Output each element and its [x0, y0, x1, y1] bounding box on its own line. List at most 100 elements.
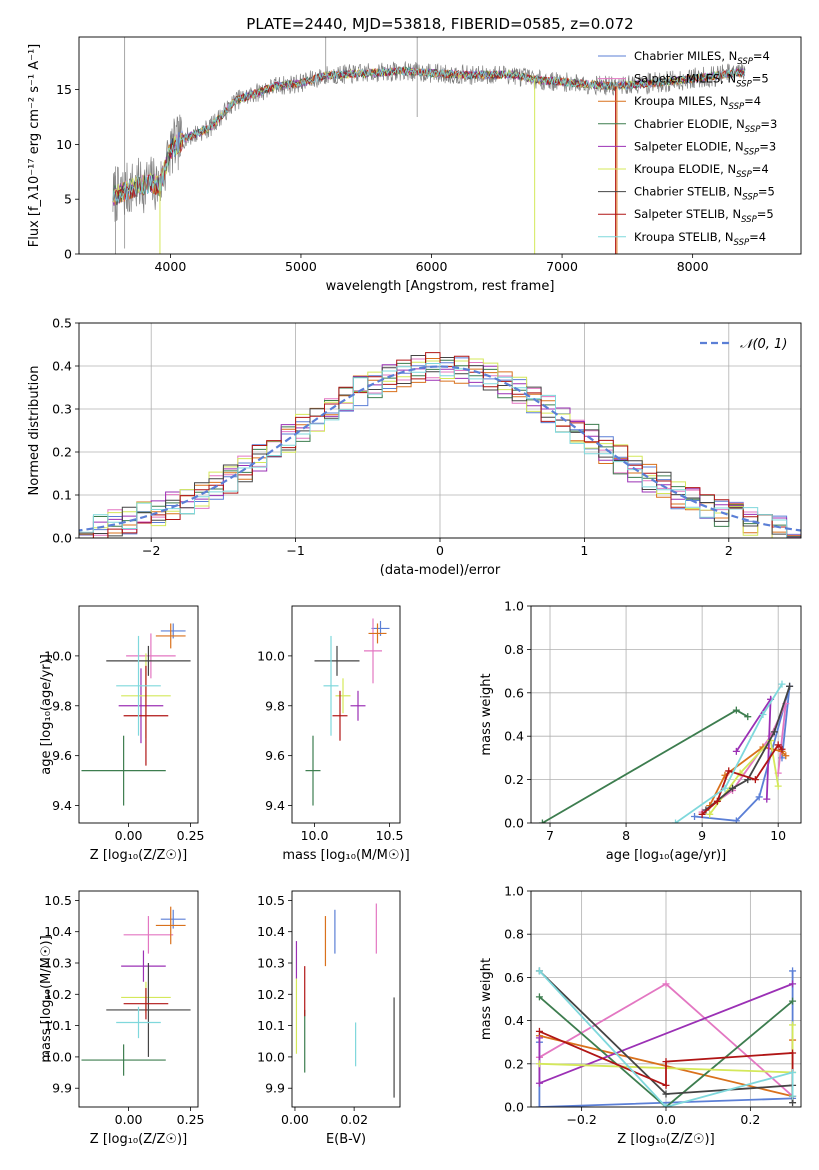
x-axis-label: wavelength [Angstrom, rest frame]	[326, 279, 555, 294]
weight-marker	[662, 1058, 670, 1066]
x-tick-label: 0.02	[340, 1112, 368, 1127]
legend-label: Kroupa MILES, NSSP=4	[634, 94, 761, 112]
x-tick-label: 5000	[285, 259, 317, 274]
histogram-salpeter_stelib	[79, 352, 801, 538]
spectrum-model-kroupa_stelib	[112, 66, 746, 204]
x-tick-label: 0.00	[115, 1112, 143, 1127]
y-tick-label: 10.0	[44, 1049, 72, 1064]
weight-marker	[538, 819, 546, 823]
y-axis-label: mass weight	[479, 958, 494, 1040]
weight-marker	[763, 795, 771, 803]
x-axis-label: Z [log₁₀(Z/Z☉)]	[90, 848, 187, 863]
y-tick-label: 0.0	[504, 1100, 524, 1115]
x-axis-label: mass [log₁₀(M/M☉)]	[282, 848, 409, 863]
y-tick-label: 1.0	[504, 599, 524, 614]
weight-marker	[789, 1092, 797, 1100]
y-tick-label: 10.3	[44, 956, 72, 971]
y-tick-label: 9.6	[52, 748, 72, 763]
weight-marker	[535, 993, 543, 1001]
x-axis-label: (data-model)/error	[380, 563, 501, 578]
x-tick-label: −2	[142, 543, 160, 558]
x-tick-label: 10.5	[376, 828, 404, 843]
y-tick-label: 9.8	[265, 698, 285, 713]
weight-marker	[706, 810, 714, 818]
weight-marker	[782, 752, 790, 760]
weight-marker	[789, 980, 797, 988]
x-tick-label: 7	[546, 828, 554, 843]
y-tick-label: 10.5	[44, 893, 72, 908]
legend-label: Chabrier STELIB, NSSP=5	[634, 185, 775, 203]
x-tick-label: −0.2	[566, 1112, 596, 1127]
y-tick-label: 10.5	[257, 893, 285, 908]
x-tick-label: 7000	[546, 259, 578, 274]
axes-frame	[78, 890, 199, 1108]
figure-title: PLATE=2440, MJD=53818, FIBERID=0585, z=0…	[246, 15, 633, 33]
errorbars	[295, 903, 395, 1098]
weight-marker	[535, 1060, 543, 1068]
x-tick-label: 0	[436, 543, 444, 558]
x-tick-label: 8	[622, 828, 630, 843]
weight-marker	[759, 711, 767, 718]
weight-series-chabrier_elodie	[538, 996, 794, 1107]
y-axis-label: age [log₁₀(age/yr)]	[39, 654, 54, 775]
legend-label: 𝒩(0, 1)	[740, 337, 787, 352]
weight-lines	[538, 680, 794, 823]
weight-marker	[770, 728, 778, 736]
y-tick-label: 0.5	[52, 316, 72, 331]
histogram-kroupa_stelib	[79, 363, 801, 538]
x-tick-label: 0.25	[177, 1112, 205, 1127]
weight-marker	[732, 706, 740, 714]
axes-frame	[78, 36, 802, 255]
x-axis-label: age [log₁₀(age/yr)]	[606, 848, 727, 863]
x-axis-label: Z [log₁₀(Z/Z☉)]	[90, 1132, 187, 1147]
y-tick-label: 10.1	[257, 1018, 285, 1033]
y-tick-label: 9.9	[52, 1081, 72, 1096]
weight-marker	[789, 1099, 797, 1107]
weight-marker	[662, 1090, 670, 1098]
weight-marker	[672, 819, 680, 823]
y-tick-label: 10.0	[257, 648, 285, 663]
x-tick-label: 0.2	[740, 1112, 760, 1127]
x-tick-label: 10.0	[301, 828, 329, 843]
y-tick-label: 10.4	[44, 924, 72, 939]
weight-marker	[732, 747, 740, 755]
y-tick-label: 0.2	[52, 445, 72, 460]
weight-series-kroupa_stelib	[674, 683, 783, 823]
axes-frame	[78, 605, 199, 824]
y-tick-label: 9.9	[265, 1081, 285, 1096]
y-tick-label: 0.2	[504, 772, 524, 787]
y-tick-label: 10.2	[44, 987, 72, 1002]
y-axis-label: Normed distribution	[27, 366, 42, 496]
x-tick-label: 0.0	[656, 1112, 676, 1127]
y-tick-label: 0.6	[504, 685, 524, 700]
y-tick-label: 9.4	[52, 798, 72, 813]
weight-marker	[729, 784, 737, 792]
errorbars	[81, 623, 191, 806]
weight-marker	[774, 741, 782, 749]
legend-label: Kroupa ELODIE, NSSP=4	[634, 162, 769, 180]
x-axis-label: E(B-V)	[326, 1132, 366, 1147]
weight-marker	[662, 1103, 670, 1107]
weight-marker	[778, 745, 786, 753]
y-tick-label: 15	[56, 82, 72, 97]
x-tick-label: 1	[580, 543, 588, 558]
residual-histograms	[79, 352, 801, 538]
axes-frame	[530, 890, 802, 1108]
y-tick-label: 0.2	[504, 1056, 524, 1071]
y-tick-label: 5	[64, 192, 72, 207]
y-tick-label: 0.4	[504, 1013, 524, 1028]
x-axis-label: Z [log₁₀(Z/Z☉)]	[617, 1132, 714, 1147]
weight-marker	[535, 1103, 543, 1107]
axes-frame	[291, 890, 401, 1108]
weight-series-kroupa_stelib	[538, 970, 794, 1107]
weight-marker	[535, 1079, 543, 1087]
y-tick-label: 10.0	[44, 648, 72, 663]
y-axis-label: mass weight	[479, 673, 494, 755]
x-tick-label: 2	[725, 543, 733, 558]
y-tick-label: 9.8	[52, 698, 72, 713]
y-tick-label: 9.4	[265, 798, 285, 813]
errorbars	[81, 906, 191, 1076]
y-tick-label: 0	[64, 247, 72, 262]
weight-marker	[789, 1068, 797, 1076]
